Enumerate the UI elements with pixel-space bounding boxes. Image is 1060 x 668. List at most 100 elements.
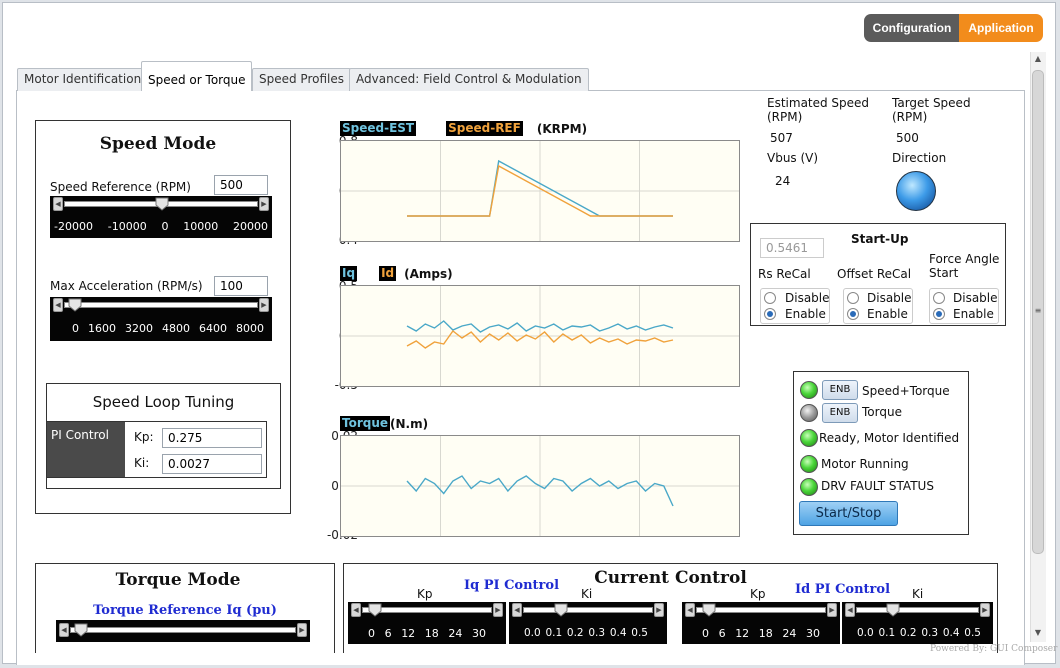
current-chart-plot [340,285,740,387]
slider-thumb-icon[interactable] [155,197,169,211]
force-angle-enable-radio[interactable] [933,308,945,320]
speed-chart-unit: (KRPM) [536,121,588,136]
slider-thumb-icon[interactable] [368,603,382,617]
tick-label: 0.5 [631,627,648,639]
slider-left-arrow-icon[interactable]: ◀ [351,603,361,617]
slider-track [696,607,826,613]
slider-left-arrow-icon[interactable]: ◀ [59,623,69,637]
startup-title: Start-Up [851,232,909,246]
tick-label: 12 [735,627,750,640]
iq-kp-ticks: 0 6 12 18 24 30 [368,627,486,640]
target-speed-value: 500 [896,131,919,145]
tab-speed-or-torque[interactable]: Speed or Torque [141,61,253,91]
slider-left-arrow-icon[interactable]: ◀ [53,197,63,211]
rs-recal-enable-radio[interactable] [764,308,776,320]
speed-loop-tuning-title: Speed Loop Tuning [92,393,235,411]
scroll-down-icon[interactable]: ▼ [1034,628,1042,637]
slider-right-arrow-icon[interactable]: ▶ [493,603,503,617]
motor-running-led-icon [800,455,818,473]
slider-track [856,607,979,613]
speed-reference-input[interactable]: 500 [214,175,268,195]
speed-torque-label: Speed+Torque [862,384,950,398]
slider-thumb-icon[interactable] [702,603,716,617]
scrollbar-thumb[interactable] [1032,70,1044,554]
slider-thumb-icon[interactable] [68,298,82,312]
force-angle-group [929,288,999,324]
torque-chart-legend: Torque (N.m) [340,416,428,431]
id-kp-ticks: 0 6 12 18 24 30 [702,627,820,640]
application-button[interactable]: Application [959,14,1043,42]
scroll-up-icon[interactable]: ▲ [1034,54,1042,63]
slider-right-arrow-icon[interactable]: ▶ [654,603,664,617]
series-line-speed-ref [407,164,673,217]
tick-label: 30 [805,627,820,640]
current-chart-unit: (Amps) [404,266,453,281]
speed-torque-enb-button[interactable]: ENB [822,380,858,400]
speed-chart-legend: Speed-EST Speed-REF (KRPM) [340,121,587,136]
ready-label: Ready, Motor Identified [819,431,960,445]
legend-speed-est: Speed-EST [340,121,417,136]
offset-recal-enable-radio[interactable] [847,308,859,320]
force-angle-disable-radio[interactable] [933,292,945,304]
estimated-speed-label: Estimated Speed (RPM) [767,96,870,124]
force-angle-start-label: Force Angle Start [929,252,1000,280]
iq-pi-control-title: Iq PI Control [464,578,560,593]
max-acceleration-label: Max Acceleration (RPM/s) [50,279,203,293]
tick-label: 12 [401,627,416,640]
slider-right-arrow-icon[interactable]: ▶ [259,197,269,211]
slider-left-arrow-icon[interactable]: ◀ [845,603,855,617]
offset-recal-disable-radio[interactable] [847,292,859,304]
tick-label: 0.2 [566,627,584,639]
tab-speed-profiles[interactable]: Speed Profiles [252,68,351,91]
current-chart-legend: Iq Id (Amps) [340,266,453,281]
slider-thumb-icon[interactable] [554,603,568,617]
speed-reference-label: Speed Reference (RPM) [50,180,191,194]
slider-left-arrow-icon[interactable]: ◀ [512,603,522,617]
rs-recal-disable-radio[interactable] [764,292,776,304]
offset-recal-enable-label: Enable [867,307,908,321]
kp-input[interactable]: 0.275 [162,428,262,448]
current-chart-svg [341,286,739,386]
startup-value-input[interactable]: 0.5461 [760,238,824,258]
slider-track [70,627,296,633]
legend-torque: Torque [340,416,391,431]
slider-thumb-icon[interactable] [74,623,88,637]
speed-torque-led-icon [800,381,818,399]
tab-advanced[interactable]: Advanced: Field Control & Modulation [349,68,589,91]
current-control-title: Current Control [594,568,747,588]
pi-control-table [46,421,267,478]
pi-control-label: PI Control [47,422,125,477]
speed-reference-ticks: -20000 -10000 0 10000 20000 [54,220,268,233]
slider-left-arrow-icon[interactable]: ◀ [685,603,695,617]
slider-right-arrow-icon[interactable]: ▶ [297,623,307,637]
offset-recal-disable-label: Disable [867,291,912,305]
slider-right-arrow-icon[interactable]: ▶ [259,298,269,312]
slider-right-arrow-icon[interactable]: ▶ [827,603,837,617]
start-stop-button[interactable]: Start/Stop [799,501,898,526]
configuration-button[interactable]: Configuration [864,14,960,42]
slider-track [523,607,653,613]
torque-flag-label: Torque [862,405,902,419]
tick-label: 4800 [162,322,190,335]
torque-enb-button[interactable]: ENB [822,403,858,423]
rs-recal-disable-label: Disable [785,291,830,305]
offset-recal-group [843,288,913,324]
id-kp-label: Kp [750,587,766,601]
slider-left-arrow-icon[interactable]: ◀ [53,298,63,312]
tick-label: -10000 [107,220,147,233]
vbus-value: 24 [775,174,791,188]
force-angle-enable-label: Enable [953,307,994,321]
iq-ki-label: Ki [581,587,593,601]
series-line-id [406,330,674,349]
tick-label: 6400 [199,322,227,335]
tab-motor-identification[interactable]: Motor Identification [17,68,149,91]
max-acceleration-input[interactable]: 100 [214,276,268,296]
ki-label: Ki: [134,456,150,470]
ki-input[interactable]: 0.0027 [162,454,262,474]
slider-thumb-icon[interactable] [886,603,900,617]
series-line-torque [406,475,674,507]
slider-right-arrow-icon[interactable]: ▶ [980,603,990,617]
max-acceleration-ticks: 0 1600 3200 4800 6400 8000 [72,322,264,335]
drv-fault-led-icon [800,478,818,496]
estimated-speed-value: 507 [770,131,793,145]
